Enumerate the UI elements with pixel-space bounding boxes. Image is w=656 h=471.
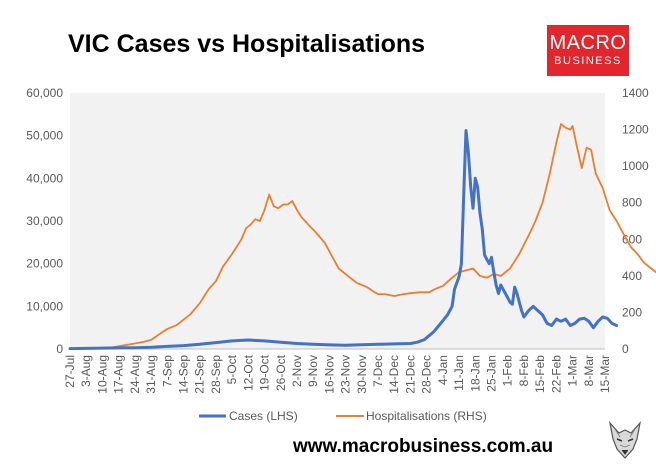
logo-line1: MACRO — [549, 32, 627, 54]
right-tick-label: 1400 — [622, 86, 649, 100]
x-tick-label: 11-Jan — [452, 355, 466, 391]
right-tick-label: 400 — [622, 269, 642, 283]
plot-area — [70, 93, 605, 349]
x-tick-label: 24-Aug — [128, 355, 142, 394]
left-tick-label: 20,000 — [26, 257, 63, 271]
left-tick-label: 60,000 — [26, 86, 63, 100]
right-tick-label: 1000 — [622, 159, 649, 173]
x-tick-label: 21-Dec — [403, 355, 417, 394]
right-tick-label: 0 — [622, 342, 629, 356]
x-tick-label: 17-Aug — [112, 355, 126, 394]
chart-title: VIC Cases vs Hospitalisations — [68, 30, 425, 58]
left-tick-label: 40,000 — [26, 171, 63, 185]
x-tick-label: 31-Aug — [144, 355, 158, 394]
x-axis: 27-Jul 3-Aug 10-Aug 17-Aug 24-Aug 31-Aug 7-Sep… — [63, 354, 612, 393]
website-url: www.macrobusiness.com.au — [293, 436, 554, 457]
logo-line2: BUSINESS — [554, 55, 622, 67]
x-tick-label: 14-Dec — [387, 355, 401, 394]
x-tick-label: 18-Jan — [468, 355, 482, 392]
x-tick-label: 27-Jul — [63, 355, 77, 388]
series-line-hospitalisations — [69, 123, 656, 350]
x-tick-label: 28-Sep — [209, 355, 223, 394]
left-tick-label: 50,000 — [26, 129, 63, 143]
macro-business-logo: MACRO BUSINESS — [547, 25, 629, 76]
right-axis: 0 200 400 600 800 1000 1200 1400 — [622, 86, 649, 356]
legend-label-hospitalisations: Hospitalisations (RHS) — [366, 409, 487, 423]
x-tick-label: 28-Dec — [420, 355, 434, 394]
left-tick-label: 30,000 — [26, 214, 63, 228]
x-tick-label: 21-Sep — [193, 355, 207, 394]
x-tick-label: 15-Mar — [598, 355, 612, 393]
right-tick-label: 600 — [622, 232, 642, 246]
x-tick-label: 1-Feb — [501, 355, 515, 387]
left-tick-label: 0 — [56, 342, 63, 356]
x-tick-label: 10-Aug — [95, 355, 109, 394]
x-tick-label: 7-Sep — [160, 355, 174, 387]
right-tick-label: 1200 — [622, 123, 649, 137]
x-tick-label: 26-Oct — [274, 354, 288, 391]
x-tick-label: 4-Jan — [436, 355, 450, 385]
series-line-cases — [68, 129, 619, 351]
x-tick-label: 5-Oct — [225, 354, 239, 384]
x-tick-label: 9-Nov — [306, 355, 320, 387]
right-tick-label: 800 — [622, 196, 642, 210]
x-tick-label: 22-Feb — [549, 355, 563, 393]
x-tick-label: 1-Mar — [566, 355, 580, 386]
legend: Cases (LHS) Hospitalisations (RHS) — [199, 409, 487, 423]
left-tick-label: 10,000 — [26, 299, 63, 313]
x-tick-label: 15-Feb — [533, 355, 547, 393]
x-tick-label: 3-Aug — [79, 355, 93, 387]
right-tick-label: 200 — [622, 305, 642, 319]
x-tick-label: 8-Feb — [517, 355, 531, 387]
x-tick-label: 14-Sep — [176, 355, 190, 394]
fox-logo-icon — [606, 419, 644, 461]
x-tick-label: 16-Nov — [322, 355, 336, 394]
x-tick-label: 30-Nov — [355, 355, 369, 394]
x-tick-label: 2-Nov — [290, 355, 304, 387]
x-tick-label: 12-Oct — [241, 354, 255, 391]
series-group — [68, 123, 656, 351]
x-tick-label: 23-Nov — [339, 355, 353, 394]
x-tick-label: 7-Dec — [371, 355, 385, 387]
legend-label-cases: Cases (LHS) — [229, 409, 298, 423]
left-axis: 0 10,000 20,000 30,000 40,000 50,000 60,000 — [26, 86, 63, 356]
x-tick-label: 25-Jan — [485, 355, 499, 392]
x-tick-label: 8-Mar — [582, 355, 596, 386]
x-tick-label: 19-Oct — [258, 354, 272, 391]
